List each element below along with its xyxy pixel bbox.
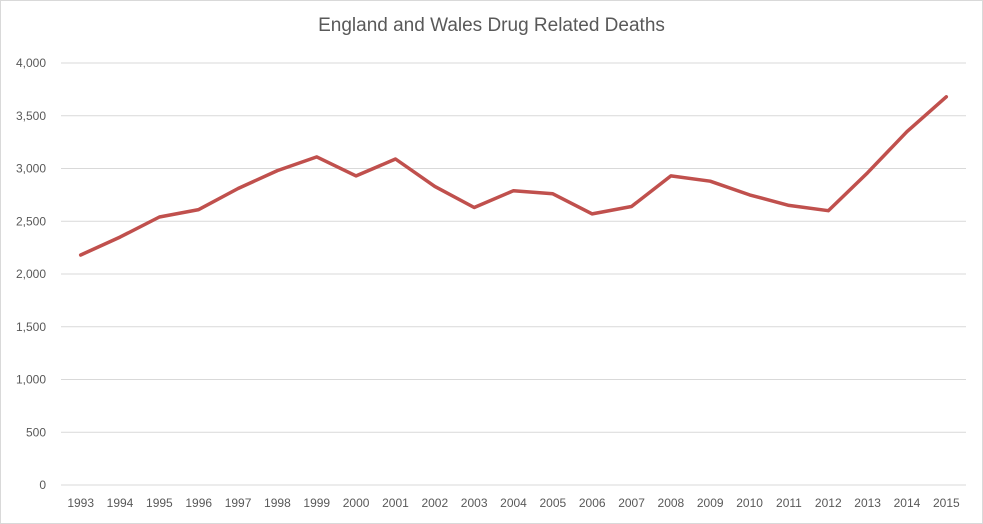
chart-title: England and Wales Drug Related Deaths: [318, 15, 665, 36]
x-tick-label: 2006: [579, 496, 606, 510]
x-tick-label: 2002: [421, 496, 448, 510]
x-tick-label: 1993: [67, 496, 94, 510]
x-tick-label: 1996: [185, 496, 212, 510]
x-tick-label: 2012: [815, 496, 842, 510]
y-tick-label: 2,000: [16, 267, 46, 281]
x-tick-label: 2014: [894, 496, 921, 510]
x-tick-label: 2007: [618, 496, 645, 510]
x-tick-label: 2011: [776, 496, 802, 510]
x-tick-label: 2013: [854, 496, 881, 510]
y-tick-label: 500: [26, 425, 46, 439]
x-tick-label: 2003: [461, 496, 488, 510]
x-tick-label: 1994: [107, 496, 134, 510]
x-tick-label: 2015: [933, 496, 960, 510]
x-tick-label: 1997: [225, 496, 252, 510]
x-tick-label: 2008: [658, 496, 685, 510]
x-tick-label: 1995: [146, 496, 173, 510]
x-tick-label: 2010: [736, 496, 763, 510]
x-tick-label: 2009: [697, 496, 724, 510]
series-line: [78, 95, 949, 257]
x-tick-label: 1998: [264, 496, 291, 510]
y-tick-label: 4,000: [16, 56, 46, 70]
y-tick-label: 3,500: [16, 109, 46, 123]
x-tick-label: 2004: [500, 496, 527, 510]
x-tick-label: 2000: [343, 496, 370, 510]
x-tick-label: 1999: [303, 496, 330, 510]
y-tick-label: 3,000: [16, 162, 46, 176]
y-tick-label: 0: [39, 478, 46, 492]
y-tick-label: 2,500: [16, 214, 46, 228]
x-tick-label: 2001: [382, 496, 409, 510]
y-tick-label: 1,000: [16, 373, 46, 387]
x-tick-label: 2005: [539, 496, 566, 510]
y-tick-label: 1,500: [16, 320, 46, 334]
